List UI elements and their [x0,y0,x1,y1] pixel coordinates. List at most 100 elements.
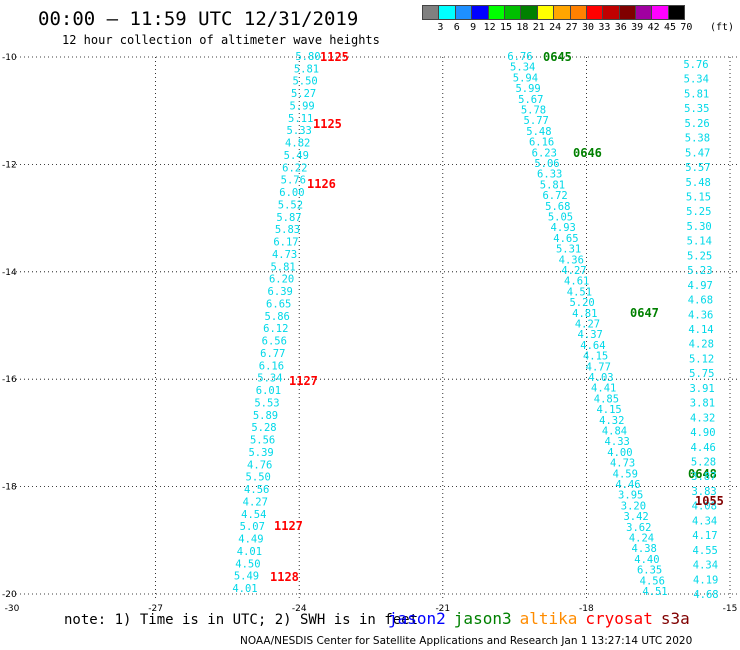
swh-value: 4.32 [690,412,715,424]
swh-value: 5.81 [684,88,709,100]
swh-value: 5.15 [686,192,711,204]
swh-value: 4.59 [613,468,638,480]
color-scale-label: 39 [631,22,644,33]
swh-value: 5.47 [685,147,710,159]
color-scale-label: 6 [453,22,460,33]
swh-value: 4.46 [691,442,716,454]
swh-value: 4.33 [605,436,630,448]
grid-lines [12,56,740,600]
color-scale-label: 9 [470,22,477,33]
color-scale-label: 27 [565,22,578,33]
time-label: 0646 [573,146,602,160]
swh-value: 5.23 [687,265,712,277]
swh-value: 5.75 [689,368,714,380]
legend-altika: altika [519,609,578,628]
credit-line: NOAA/NESDIS Center for Satellite Applica… [240,635,693,647]
color-scale-label: 33 [598,22,611,33]
swh-value: 4.24 [629,533,654,545]
lat-tick-label: -14 [2,268,17,278]
swh-value: 6.76 [507,51,532,63]
swh-value: 5.77 [524,115,549,127]
swh-value: 5.05 [548,212,573,224]
swh-value: 4.34 [693,560,718,572]
swh-value: 5.76 [683,59,708,71]
swh-value: 4.15 [596,404,621,416]
swh-value: 4.00 [607,447,632,459]
swh-value: 5.28 [251,422,276,434]
swh-value: 6.17 [273,237,298,249]
swh-value: 4.01 [232,583,257,595]
swh-value: 5.57 [685,162,710,174]
swh-value: 6.16 [529,137,554,149]
color-scale-label: 30 [581,22,595,33]
swh-value: 4.15 [583,351,608,363]
swh-value: 5.50 [246,472,271,484]
swh-value: 4.90 [690,427,715,439]
swh-value: 4.51 [642,586,667,598]
swh-value: 3.81 [690,398,715,410]
swh-value: 4.54 [241,509,266,521]
swh-value: 5.81 [270,261,295,273]
swh-value: 5.48 [526,126,551,138]
swh-value: 6.56 [262,336,287,348]
swh-value: 4.73 [610,458,635,470]
swh-value: 4.50 [235,558,260,570]
lon-tick-label: -18 [579,604,594,614]
swh-value: 5.31 [556,244,581,256]
swh-value: 5.86 [265,311,290,323]
swh-value: 5.52 [278,200,303,212]
swh-value: 4.77 [586,361,611,373]
swh-value: 5.68 [545,201,570,213]
swh-value: 4.76 [247,459,272,471]
swh-value: 5.33 [287,125,312,137]
lon-tick-label: -27 [148,604,163,614]
swh-value: 5.87 [276,212,301,224]
swh-value: 4.14 [688,324,713,336]
swh-value: 3.95 [618,490,643,502]
legend-s3a: s3a [660,609,690,628]
swh-value: 5.81 [540,179,565,191]
lon-tick-label: -15 [723,604,738,614]
swh-value: 5.38 [685,133,710,145]
swh-value: 4.36 [688,309,713,321]
swh-value: 5.67 [518,94,543,106]
swh-value: 6.16 [259,360,284,372]
swh-value: 5.56 [250,435,275,447]
swh-value: 4.36 [559,254,584,266]
swh-value: 4.97 [688,280,713,292]
swh-value: 5.89 [253,410,278,422]
swh-value: 6.20 [269,274,294,286]
swh-value: 4.61 [564,276,589,288]
swh-value: 5.48 [686,177,711,189]
swh-value: 6.65 [266,298,291,310]
map-title: 00:00 – 11:59 UTC 12/31/2019 [38,8,359,30]
swh-value: 4.51 [567,286,592,298]
swh-value: 4.68 [693,589,718,601]
swh-value: 3.20 [621,500,646,512]
swh-value: 5.78 [521,105,546,117]
swh-value: 5.94 [513,72,538,84]
time-label: 1125 [313,117,342,131]
lon-tick-label: -21 [435,604,450,614]
swh-value: 5.30 [686,221,711,233]
swh-value: 4.85 [594,393,619,405]
swh-value: 6.00 [279,187,304,199]
swh-value: 4.64 [580,340,605,352]
color-scale-label: 15 [499,22,513,33]
swh-value: 4.56 [244,484,269,496]
axis-tick-labels: -30 -27 -24 -21 -18 -15 -10 -12 -14 -16 -18 -20 [2,53,737,614]
satellite-legend: jason2 jason3 altika cryosat s3a [388,609,698,628]
lat-tick-label: -20 [2,590,17,600]
color-scale-label: 18 [516,22,529,33]
swh-value: 4.49 [238,534,263,546]
swh-value: 6.23 [532,147,557,159]
legend-cryosat: cryosat [585,609,653,628]
swh-value: 4.38 [632,543,657,555]
map-subtitle: 12 hour collection of altimeter wave hei… [62,33,380,47]
swh-value: 3.42 [623,511,648,523]
swh-value: 4.37 [578,329,603,341]
swh-value: 4.32 [599,415,624,427]
swh-value: 4.56 [640,575,665,587]
color-scale-labels: 3 6 9 12 15 18 21 24 27 30 33 36 39 42 45 70 (ft) [422,22,740,34]
